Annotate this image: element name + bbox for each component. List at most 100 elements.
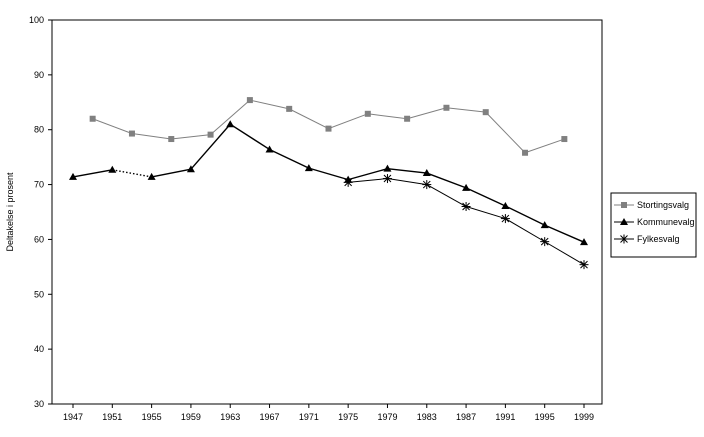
data-point-asterisk [500,214,510,224]
series-kommunevalg [69,120,588,246]
x-tick-label: 1963 [220,412,240,422]
series-segment [387,178,427,186]
data-point-square [621,202,627,208]
series-segment [367,113,408,120]
series-segment [171,134,211,140]
x-tick-label: 1967 [260,412,280,422]
series-segment [151,168,192,178]
legend-label: Fylkesvalg [637,234,680,244]
y-tick-label: 50 [34,289,44,299]
data-point-triangle [186,165,195,173]
data-point-asterisk [579,260,589,270]
x-tick-label: 1979 [377,412,397,422]
data-point-square [128,130,135,137]
x-tick-label: 1971 [299,412,319,422]
series-segment [465,187,506,207]
series-segment [328,113,368,130]
plot-area [51,19,603,405]
data-point-triangle [69,172,77,180]
y-tick-label: 40 [34,344,44,354]
y-axis: 30 40 50 60 70 80 90 100 [29,15,52,409]
data-point-asterisk [382,174,392,184]
y-tick-label: 90 [34,70,44,80]
x-tick-label: 1983 [417,412,437,422]
legend: Stortingsvalg Kommunevalg Fylkesvalg [610,192,697,258]
series-layer [69,97,589,270]
data-point-asterisk [343,177,353,187]
x-tick-label: 1955 [142,412,162,422]
y-tick-label: 60 [34,234,44,244]
x-tick-label: 1995 [535,412,555,422]
data-point-triangle [147,172,156,180]
y-axis-title: Deltakelse i prosent [5,172,15,252]
data-point-square [286,105,293,112]
series-segment [347,167,388,181]
series-segment [544,224,585,243]
data-point-square [522,149,529,156]
data-point-triangle [540,221,549,229]
data-point-square [482,109,489,116]
x-tick-label: 1975 [338,412,358,422]
series-segment [387,167,427,174]
x-tick-label: 1999 [574,412,594,422]
series-segment [544,241,585,266]
x-axis: 1947 1951 1955 1959 1963 1967 1971 1975 1979 1983… [63,404,594,422]
data-point-triangle [226,120,235,128]
series-segment [426,184,467,207]
data-point-square [404,115,411,122]
data-point-triangle [108,165,117,173]
series-segment [426,172,467,189]
data-point-asterisk [540,237,550,247]
series-segment [92,118,133,135]
series-segment [269,148,310,169]
x-tick-label: 1947 [63,412,83,422]
data-point-square [325,125,332,132]
series-segment [229,123,270,151]
series-segment [210,99,251,136]
series-segment [465,206,506,220]
data-point-asterisk [461,202,471,212]
data-point-square [89,115,96,122]
x-tick-label: 1991 [495,412,515,422]
series-fylkesvalg [343,174,589,270]
x-tick-label: 1951 [102,412,122,422]
series-segment [446,107,486,113]
series-segment [485,111,526,154]
data-point-triangle [580,238,588,246]
data-point-square [207,131,214,138]
data-point-triangle [620,218,628,225]
series-segment [190,123,231,170]
series-segment [131,133,172,140]
series-segment [505,218,545,243]
data-point-square [443,104,450,111]
legend-label: Kommunevalg [637,217,695,227]
data-point-triangle [462,183,471,191]
x-tick-label: 1987 [456,412,476,422]
y-tick-label: 70 [34,180,44,190]
legend-label: Stortingsvalg [637,200,689,210]
data-point-triangle [265,145,274,153]
data-point-triangle [422,169,431,177]
series-stortingsvalg [89,97,568,156]
series-segment [505,205,545,226]
data-point-square [246,97,253,104]
data-point-triangle [304,164,313,172]
series-segment [348,178,388,183]
data-point-triangle [383,164,392,172]
y-tick-label: 30 [34,399,44,409]
data-point-square [168,136,175,143]
series-segment [406,107,447,120]
data-point-triangle [501,201,510,209]
x-tick-label: 1959 [181,412,201,422]
y-tick-label: 80 [34,125,44,135]
data-point-square [364,110,371,117]
series-segment [524,138,565,154]
series-segment [249,99,290,110]
data-point-asterisk [619,234,629,244]
series-segment [288,108,329,130]
series-segment [308,167,349,181]
data-point-asterisk [422,180,432,190]
y-tick-label: 100 [29,15,44,25]
series-segment [72,169,113,178]
